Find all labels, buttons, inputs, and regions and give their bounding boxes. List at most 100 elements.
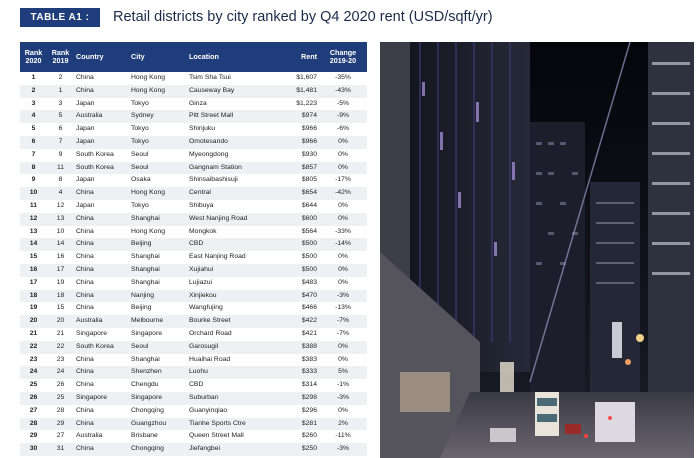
cell-city: Guangzhou [131, 419, 167, 427]
col-header-city: City [131, 51, 145, 61]
cell-country: South Korea [76, 163, 114, 171]
cell-rank2020: 5 [31, 125, 36, 133]
cell-rank2020: 15 [29, 253, 38, 261]
cell-rank2020: 10 [29, 189, 38, 197]
cell-country: China [76, 291, 94, 299]
cell-change: 0% [338, 406, 348, 414]
cell-country: China [76, 355, 94, 363]
table-row: 7 9 South Korea Seoul Myeongdong $930 0% [20, 149, 367, 162]
cell-city: Osaka [131, 176, 151, 184]
cell-city: Shanghai [131, 355, 160, 363]
cell-location: Luohu [189, 368, 208, 376]
cell-location: CBD [189, 240, 204, 248]
cell-location: Queen Street Mall [189, 432, 244, 440]
cell-city: Tokyo [131, 137, 149, 145]
cell-change: -3% [336, 445, 350, 453]
cell-location: Guanyinqiao [189, 406, 228, 414]
cell-rent: $857 [301, 163, 317, 171]
cell-rank2019: 10 [56, 227, 65, 235]
cell-city: Chengdu [131, 381, 159, 389]
col-header-rank2020: Rank 2020 [24, 47, 43, 65]
cell-country: Japan [76, 99, 95, 107]
cell-location: Suburban [189, 393, 219, 401]
cell-country: South Korea [76, 342, 114, 350]
table-row: 16 17 China Shanghai Xujiahui $500 0% [20, 263, 367, 277]
cell-city: Beijing [131, 240, 152, 248]
cell-rank2020: 30 [29, 445, 38, 453]
table-row: 30 31 China Chongqing Jiefangbei $250 -3% [20, 443, 367, 456]
cell-country: Singapore [76, 393, 107, 401]
col-header-rank2019: Rank 2019 [51, 47, 70, 65]
cell-city: Shanghai [131, 265, 160, 273]
cell-location: Xinjiekou [189, 291, 217, 299]
cell-change: 0% [338, 201, 348, 209]
cell-rank2019: 31 [56, 445, 65, 453]
street-scene-illustration [380, 42, 694, 458]
cell-rank2020: 13 [29, 227, 38, 235]
table-row: 21 21 Singapore Singapore Orchard Road $421 -7… [20, 328, 367, 341]
cell-change: -35% [335, 74, 351, 81]
cell-rent: $1,481 [296, 86, 317, 94]
cell-rank2019: 22 [56, 342, 65, 350]
cell-rank2019: 28 [56, 406, 65, 414]
cell-country: Japan [76, 201, 95, 209]
cell-rank2020: 1 [31, 74, 36, 81]
table-row: 11 12 Japan Tokyo Shibuya $644 0% [20, 200, 367, 213]
cell-city: Tokyo [131, 99, 149, 107]
cell-rank2020: 3 [31, 99, 36, 107]
cell-rank2020: 26 [29, 393, 38, 401]
cell-location: Lujiazui [189, 278, 213, 286]
cell-city: Tokyo [131, 125, 149, 133]
cell-rank2020: 8 [31, 163, 36, 171]
cell-rent: $805 [301, 176, 317, 184]
cell-location: Causeway Bay [189, 86, 235, 94]
cell-rank2020: 4 [31, 112, 36, 120]
cell-location: East Nanjing Road [189, 253, 246, 261]
table-row: 9 8 Japan Osaka Shinsaibashisuji $805 -17% [20, 174, 367, 187]
cell-rank2020: 24 [29, 368, 38, 376]
cell-rank2019: 8 [58, 176, 63, 184]
cell-city: Seoul [131, 163, 149, 171]
cell-rank2020: 28 [29, 419, 38, 427]
table-row: 18 18 China Nanjing Xinjiekou $470 -3% [20, 289, 367, 303]
cell-city: Singapore [131, 393, 162, 401]
col-header-rent: Rent [301, 51, 317, 61]
table-body: 1 2 China Hong Kong Tsim Sha Tsui $1,607 -35% 2… [20, 72, 367, 456]
cell-rent: $500 [301, 240, 317, 248]
cell-location: Omotesando [189, 137, 228, 145]
table-row: 12 13 China Shanghai West Nanjing Road $600 0% [20, 212, 367, 226]
cell-country: South Korea [76, 150, 114, 158]
cell-rank2020: 29 [29, 432, 38, 440]
cell-rank2019: 17 [56, 265, 65, 273]
table-row: 23 23 China Shanghai Huaihai Road $383 0% [20, 354, 367, 367]
cell-change: -7% [336, 317, 350, 325]
cell-city: Singapore [131, 329, 162, 337]
cell-location: Mongkok [189, 227, 217, 235]
cell-city: Seoul [131, 342, 149, 350]
cell-location: West Nanjing Road [189, 214, 248, 222]
cell-rank2019: 25 [56, 393, 65, 401]
cell-city: Chongqing [131, 445, 164, 453]
cell-rent: $333 [301, 368, 317, 376]
cell-rank2020: 16 [29, 265, 38, 273]
cell-rank2019: 15 [56, 304, 65, 312]
cell-city: Shenzhen [131, 368, 162, 376]
cell-rank2020: 7 [31, 150, 36, 158]
cell-rank2020: 9 [31, 176, 36, 184]
cell-rent: $388 [301, 342, 317, 350]
cell-rank2020: 17 [29, 278, 38, 286]
cell-rent: $966 [301, 125, 317, 133]
table-header-row: Rank 2020 Rank 2019 Country City Locatio… [20, 42, 367, 72]
cell-change: -3% [336, 291, 350, 299]
cell-rank2019: 18 [56, 291, 65, 299]
col-header-country: Country [76, 51, 104, 61]
cell-rank2019: 6 [58, 125, 63, 133]
cell-change: -17% [335, 176, 351, 184]
cell-rank2020: 11 [29, 201, 38, 209]
cell-rent: $974 [301, 112, 317, 120]
cell-country: China [76, 304, 94, 312]
cell-rent: $296 [301, 406, 317, 414]
cell-rent: $600 [301, 214, 317, 222]
cell-country: China [76, 419, 94, 427]
cell-country: China [76, 368, 94, 376]
